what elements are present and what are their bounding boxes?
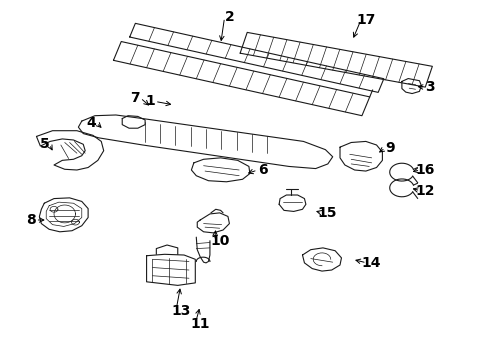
Text: 13: 13 (171, 305, 191, 319)
Text: 17: 17 (356, 13, 375, 27)
Text: 16: 16 (416, 163, 435, 177)
Text: 9: 9 (385, 141, 395, 155)
Text: 8: 8 (26, 213, 35, 227)
Text: 4: 4 (87, 116, 97, 130)
Text: 3: 3 (425, 80, 435, 94)
Text: 14: 14 (362, 256, 381, 270)
Text: 15: 15 (317, 206, 337, 220)
Text: 1: 1 (145, 94, 155, 108)
Text: 10: 10 (210, 234, 229, 248)
Text: 6: 6 (258, 163, 268, 177)
Text: 2: 2 (224, 10, 234, 24)
Text: 7: 7 (130, 91, 140, 105)
Text: 12: 12 (416, 184, 435, 198)
Text: 5: 5 (39, 137, 49, 151)
Text: 11: 11 (191, 316, 210, 330)
